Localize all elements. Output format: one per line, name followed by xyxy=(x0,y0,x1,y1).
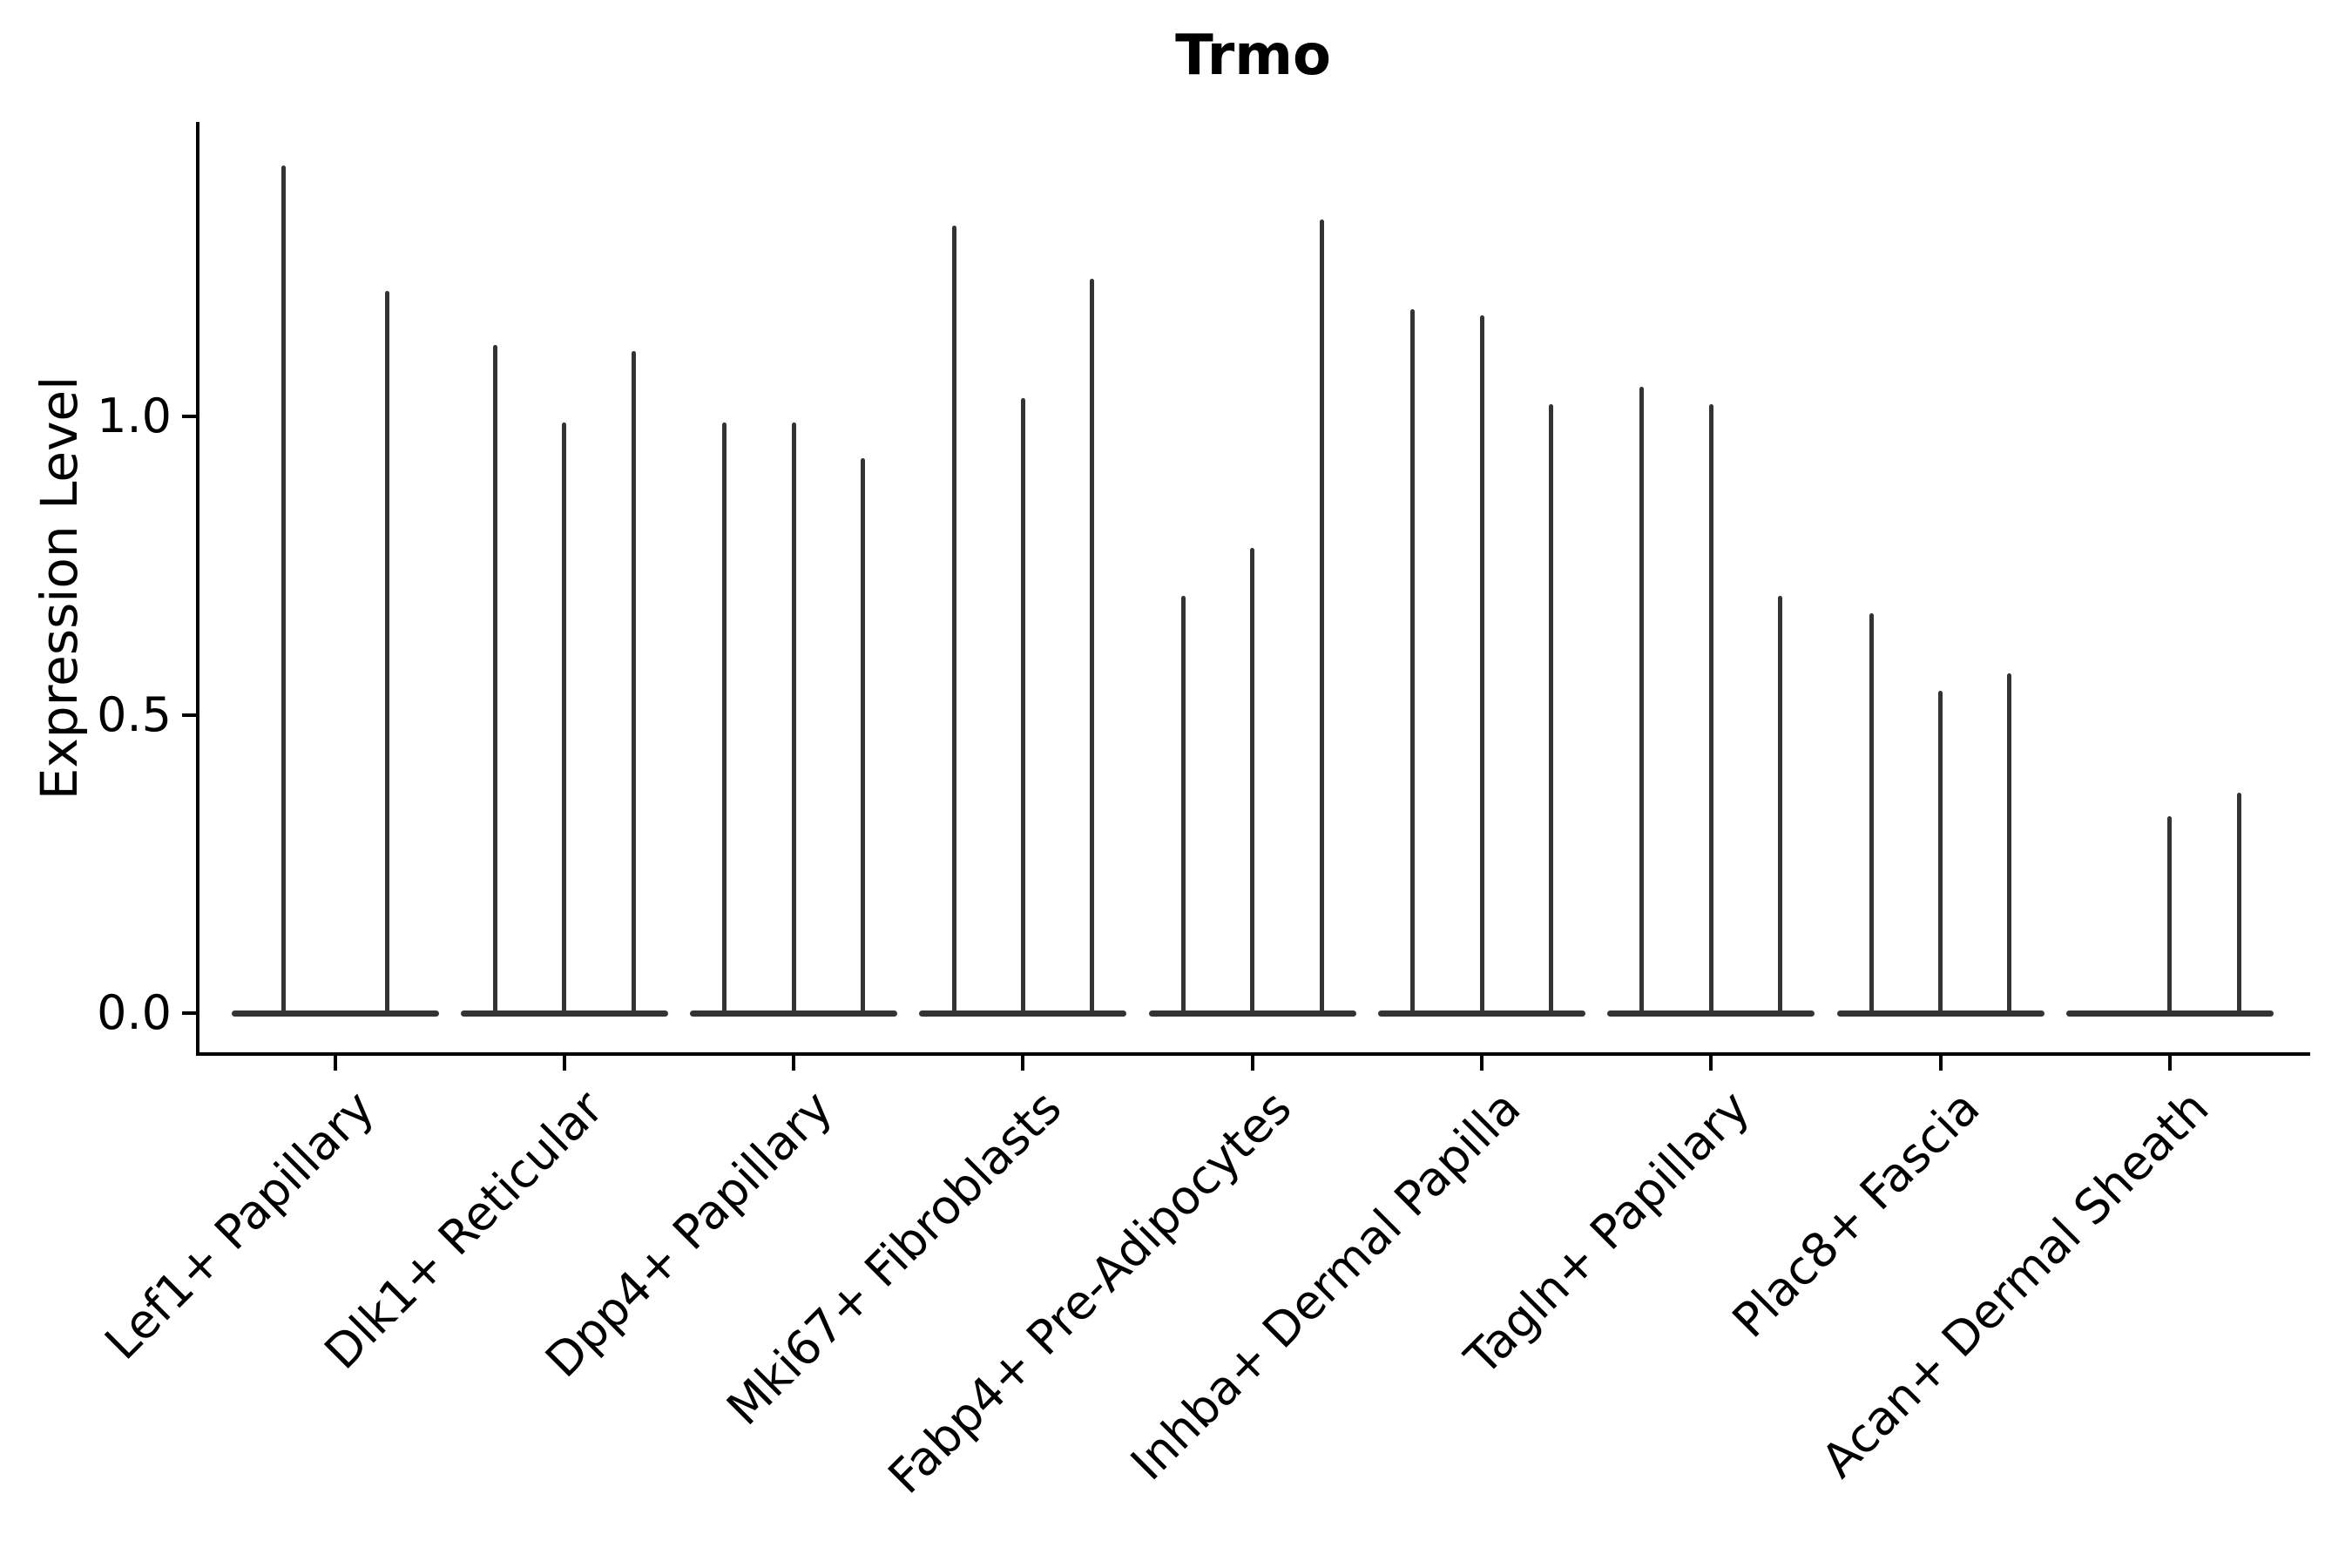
violin-spike xyxy=(2236,792,2241,1013)
x-tick-mark xyxy=(333,1056,337,1071)
y-tick-label: 0.5 xyxy=(97,686,172,742)
violin-spike xyxy=(860,457,865,1013)
violin-baseline xyxy=(231,1010,439,1017)
violin-spike xyxy=(2007,672,2012,1013)
violin-spike xyxy=(631,350,636,1013)
violin-spike xyxy=(1708,404,1713,1013)
y-tick-mark xyxy=(182,415,196,418)
x-tick-mark xyxy=(562,1056,566,1071)
y-tick-label: 1.0 xyxy=(97,389,172,443)
violin-baseline xyxy=(919,1010,1127,1017)
violin-baseline xyxy=(1378,1010,1585,1017)
y-tick-label: 0.0 xyxy=(97,985,172,1040)
violin-spike xyxy=(722,422,727,1013)
violin-baseline xyxy=(2065,1010,2274,1017)
chart-title: Trmo xyxy=(1175,24,1331,88)
x-tick-mark xyxy=(1480,1056,1484,1071)
violin-spike xyxy=(1090,279,1095,1013)
violin-spike xyxy=(2167,815,2173,1013)
violin-spike xyxy=(492,344,497,1013)
violin-spike xyxy=(1410,308,1416,1013)
violin-spike xyxy=(951,225,956,1013)
violin-spike xyxy=(562,422,567,1013)
x-tick-mark xyxy=(1021,1056,1025,1071)
violin-spike xyxy=(280,166,286,1013)
violin-spike xyxy=(1639,386,1645,1013)
y-tick-mark xyxy=(182,713,196,717)
x-tick-mark xyxy=(1250,1056,1254,1071)
x-tick-mark xyxy=(792,1056,796,1071)
violin-spike xyxy=(1319,219,1324,1013)
x-tick-mark xyxy=(1938,1056,1943,1071)
violin-spike xyxy=(791,422,796,1013)
violin-spike xyxy=(1250,547,1255,1013)
violin-spike xyxy=(1020,398,1025,1013)
violin-spike xyxy=(1180,595,1186,1013)
violin-baseline xyxy=(1148,1010,1356,1017)
violin-spike xyxy=(1869,613,1874,1013)
y-axis-spine xyxy=(196,122,199,1056)
violin-spike xyxy=(384,291,389,1013)
violin-baseline xyxy=(460,1010,668,1017)
violin-baseline xyxy=(1607,1010,1815,1017)
violin-baseline xyxy=(690,1010,898,1017)
violin-baseline xyxy=(1836,1010,2044,1017)
violin-spike xyxy=(1548,404,1553,1013)
x-tick-mark xyxy=(1709,1056,1713,1071)
violin-spike xyxy=(1778,595,1783,1013)
y-tick-mark xyxy=(182,1011,196,1015)
violin-spike xyxy=(1938,691,1943,1013)
violin-spike xyxy=(1479,314,1484,1013)
x-tick-mark xyxy=(2167,1056,2172,1071)
x-axis-spine xyxy=(196,1052,2310,1056)
